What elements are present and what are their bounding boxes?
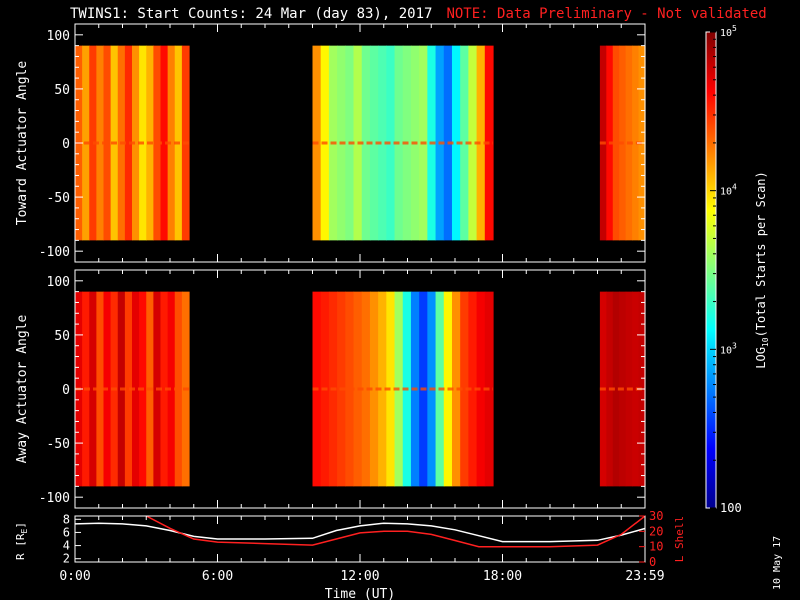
- r-tick-label: 2: [63, 552, 70, 566]
- lshell-tick-label: 30: [649, 509, 663, 523]
- heatmap-cell: [132, 45, 140, 241]
- colorbar-tick-label: 103: [720, 341, 737, 356]
- r-axis-label: R [RE]: [14, 522, 29, 560]
- y-tick-label: -50: [47, 191, 70, 206]
- heatmap-cell: [612, 45, 620, 241]
- heatmap-cell: [378, 45, 387, 241]
- colorbar: 105 104 103 100 LOG10(Total Starts per Scan): [705, 24, 770, 515]
- heatmap-cell: [451, 45, 461, 241]
- r-tick-label: 4: [63, 539, 70, 553]
- lshell-line: [145, 516, 645, 548]
- heatmap-cell: [460, 291, 469, 487]
- heatmap-cell: [460, 45, 469, 241]
- heatmap-cell: [96, 291, 105, 487]
- heatmap-cell: [132, 291, 140, 487]
- y-tick-label: 100: [47, 275, 70, 290]
- y-tick-label: 100: [47, 29, 70, 44]
- heatmap-cell: [160, 45, 169, 241]
- lshell-tick-label: 0: [649, 555, 656, 569]
- heatmap-cell: [451, 291, 461, 487]
- y-tick-label: 50: [54, 83, 70, 98]
- heatmap-cell: [167, 291, 176, 487]
- r-tick-label: 8: [63, 512, 70, 526]
- heatmap-cell: [124, 45, 133, 241]
- title-text: TWINS1: Start Counts: 24 Mar (day 83), 2…: [70, 6, 433, 22]
- y-tick-label: 0: [62, 137, 70, 152]
- colorbar-label: LOG10(Total Starts per Scan): [754, 171, 770, 369]
- heatmap-cell: [369, 291, 379, 487]
- heatmap-cell: [632, 291, 640, 487]
- y-tick-label: -100: [39, 491, 70, 506]
- colorbar-gradient: [705, 31, 717, 509]
- lshell-tick-label: 10: [649, 540, 663, 554]
- heatmap-cell: [361, 45, 371, 241]
- heatmap-cell: [386, 291, 396, 487]
- heatmap-cell: [361, 291, 371, 487]
- preliminary-note: NOTE: Data Preliminary - Not validated: [446, 6, 767, 22]
- heatmap-cell: [124, 291, 133, 487]
- heatmap-cell: [386, 45, 396, 241]
- colorbar-tick-label: 104: [720, 183, 737, 198]
- heatmap-cell: [468, 291, 478, 487]
- lshell-axis-label: L Shell: [673, 516, 686, 562]
- colorbar-tick-label: 100: [720, 501, 742, 515]
- y-tick-label: 0: [62, 383, 70, 398]
- heatmap-cell: [632, 45, 640, 241]
- x-tick-label: 12:00: [340, 569, 379, 584]
- heatmap-cell: [468, 45, 478, 241]
- x-tick-label: 6:00: [202, 569, 233, 584]
- heatmap-cell: [96, 45, 105, 241]
- lshell-tick-label: 20: [649, 524, 663, 538]
- y-tick-label: -50: [47, 437, 70, 452]
- r-tick-label: 6: [63, 525, 70, 539]
- y-tick-label: 50: [54, 329, 70, 344]
- y-axis-label: Away Actuator Angle: [15, 314, 30, 463]
- away-angle-panel: -100 -50 0 50 100 Away Actuator Angle: [15, 269, 646, 509]
- x-axis-label: Time (UT): [325, 587, 395, 600]
- date-stamp: 10 May 17: [772, 535, 783, 590]
- heatmap-cell: [167, 45, 176, 241]
- heatmap-cell: [378, 291, 387, 487]
- heatmap-cell: [369, 45, 379, 241]
- heatmap-cell: [476, 291, 486, 487]
- y-axis-label: Toward Actuator Angle: [15, 61, 30, 226]
- x-tick-label: 23:59: [625, 569, 664, 584]
- heatmap-cell: [160, 291, 169, 487]
- colorbar-tick-label: 105: [720, 24, 737, 39]
- radius-line: [75, 522, 645, 543]
- x-tick-label: 18:00: [483, 569, 522, 584]
- x-tick-label: 0:00: [59, 569, 90, 584]
- figure-title: TWINS1: Start Counts: 24 Mar (day 83), 2…: [70, 6, 767, 22]
- toward-angle-panel: -100 -50 0 50 100 Toward Actuator Angle: [15, 23, 646, 263]
- heatmap-cell: [612, 291, 620, 487]
- heatmap-cell: [476, 45, 486, 241]
- y-tick-label: -100: [39, 245, 70, 260]
